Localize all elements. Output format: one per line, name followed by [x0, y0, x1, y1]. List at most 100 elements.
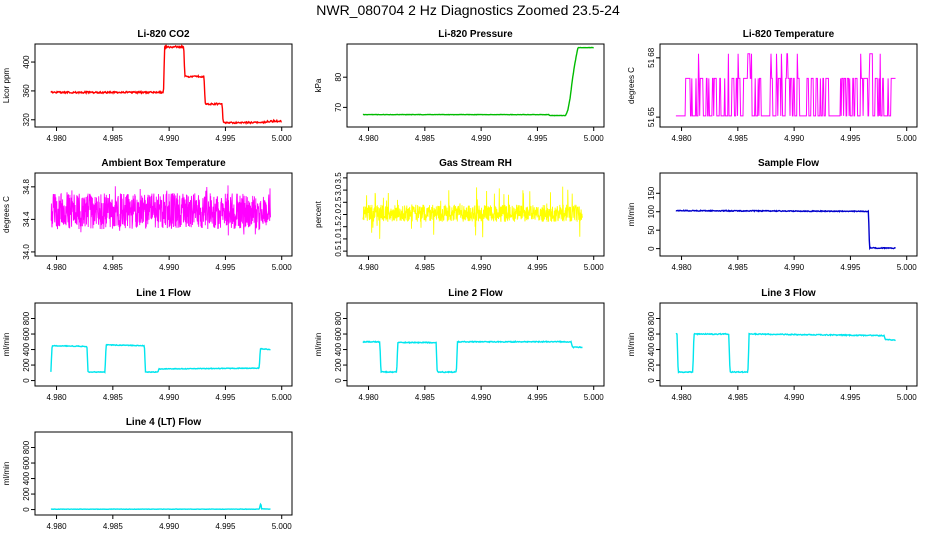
y-tick-label: 0 — [22, 378, 31, 383]
x-tick-label: 4.990 — [159, 393, 180, 402]
x-tick-label: 4.995 — [215, 522, 236, 531]
y-tick-label: 800 — [647, 311, 656, 325]
y-axis-label: ml/min — [2, 333, 11, 357]
series-line — [50, 343, 271, 374]
chart-title: Line 4 (LT) Flow — [126, 417, 202, 428]
series-line — [362, 340, 583, 374]
chart-line1: Line 1 Flow 4.980 4.985 4.990 4.995 5.000 0 200… — [2, 288, 293, 402]
x-tick-label: 4.995 — [840, 134, 861, 143]
chart-pressure: Li-820 Pressure 4.980 4.985 4.990 4.995 5.000… — [314, 29, 605, 143]
x-tick-label: 4.985 — [103, 134, 124, 143]
x-tick-label: 4.980 — [359, 134, 380, 143]
x-tick-label: 4.985 — [728, 263, 749, 272]
y-tick-label: 51 68 — [647, 47, 656, 68]
x-tick-label: 4.980 — [47, 393, 68, 402]
y-tick-label: 600 — [22, 456, 31, 470]
series-line — [675, 53, 896, 117]
x-tick-label: 4.985 — [103, 522, 124, 531]
y-tick-label: 800 — [22, 311, 31, 325]
y-axis-label: Licor ppm — [2, 68, 11, 103]
chart-title: Sample Flow — [758, 158, 819, 169]
y-tick-label: 0.5 — [334, 245, 343, 257]
y-tick-label: 2.5 — [334, 196, 343, 208]
x-tick-label: 5.000 — [272, 522, 293, 531]
y-tick-label: 80 — [334, 72, 343, 81]
series-line — [50, 185, 271, 236]
x-tick-label: 4.990 — [471, 263, 492, 272]
y-tick-label: 200 — [334, 358, 343, 372]
chart-ambient-temp: Ambient Box Temperature 4.980 4.985 4.990 4.… — [2, 158, 293, 272]
y-tick-label: 400 — [22, 55, 31, 69]
y-tick-label: 2.0 — [334, 208, 343, 220]
chart-line3: Line 3 Flow 4.980 4.985 4.990 4.995 5.000 0 200… — [627, 288, 918, 402]
y-tick-label: 3.0 — [334, 184, 343, 196]
y-tick-label: 800 — [22, 440, 31, 454]
chart-line2: Line 2 Flow 4.980 4.985 4.990 4.995 5.000 0 200… — [314, 288, 605, 402]
y-axis-label: degrees C — [2, 196, 11, 233]
series-line — [675, 332, 896, 374]
y-tick-label: 400 — [22, 471, 31, 485]
chart-title: Li-820 Pressure — [438, 29, 513, 40]
x-tick-label: 5.000 — [272, 134, 293, 143]
chart-title: Line 1 Flow — [136, 288, 191, 299]
y-tick-label: 51 65 — [647, 107, 656, 128]
y-tick-label: 34.8 — [22, 179, 31, 195]
y-axis-label: percent — [314, 200, 323, 227]
chart-sample-flow: Sample Flow 4.980 4.985 4.990 4.995 5.000 0 50 1… — [627, 158, 918, 272]
x-tick-label: 4.995 — [215, 134, 236, 143]
y-tick-label: 400 — [334, 342, 343, 356]
x-tick-label: 4.990 — [159, 522, 180, 531]
x-tick-label: 4.985 — [728, 393, 749, 402]
y-tick-label: 0 — [334, 378, 343, 383]
chart-title: Line 2 Flow — [448, 288, 503, 299]
chart-title: Line 3 Flow — [761, 288, 816, 299]
plot-frame — [34, 302, 293, 387]
chart-title: Li-820 Temperature — [743, 29, 835, 40]
series-line — [675, 209, 896, 251]
chart-licor-temp: Li-820 Temperature 4.980 4.985 4.990 4.995 5.… — [627, 29, 918, 143]
y-axis-label: ml/min — [627, 203, 636, 227]
plot-frame — [659, 43, 918, 128]
x-tick-label: 4.990 — [784, 134, 805, 143]
plot-frame — [346, 302, 605, 387]
x-tick-label: 4.980 — [672, 393, 693, 402]
x-tick-label: 5.000 — [897, 263, 918, 272]
plot-frame — [659, 172, 918, 257]
y-tick-label: 320 — [22, 113, 31, 127]
chart-rh: Gas Stream RH 4.980 4.985 4.990 4.995 5.000 0.… — [314, 158, 605, 272]
x-tick-label: 4.985 — [103, 263, 124, 272]
x-tick-label: 5.000 — [584, 393, 605, 402]
y-tick-label: 100 — [647, 205, 656, 219]
y-tick-label: 150 — [647, 186, 656, 200]
x-tick-label: 4.980 — [359, 263, 380, 272]
x-tick-label: 5.000 — [897, 134, 918, 143]
series-line — [50, 502, 271, 511]
y-tick-label: 200 — [22, 487, 31, 501]
x-tick-label: 4.995 — [527, 393, 548, 402]
y-tick-label: 360 — [22, 84, 31, 98]
x-tick-label: 4.990 — [471, 134, 492, 143]
x-tick-label: 5.000 — [272, 263, 293, 272]
x-tick-label: 4.990 — [471, 393, 492, 402]
x-tick-label: 5.000 — [897, 393, 918, 402]
x-tick-label: 4.980 — [47, 522, 68, 531]
chart-title: Li-820 CO2 — [137, 29, 190, 40]
y-tick-label: 34.4 — [22, 211, 31, 227]
y-tick-label: 400 — [647, 342, 656, 356]
series-line — [50, 44, 282, 126]
x-tick-label: 4.980 — [47, 263, 68, 272]
series-line — [362, 186, 583, 239]
chart-line4: Line 4 (LT) Flow 4.980 4.985 4.990 4.995 5.00… — [2, 417, 293, 531]
y-tick-label: 1.5 — [334, 221, 343, 233]
page-title: NWR_080704 2 Hz Diagnostics Zoomed 23.5-… — [316, 2, 620, 18]
x-tick-label: 4.995 — [215, 263, 236, 272]
y-tick-label: 800 — [334, 311, 343, 325]
x-tick-label: 4.990 — [159, 134, 180, 143]
chart-co2: Li-820 CO2 4.980 4.985 4.990 4.995 5.000 320 36… — [2, 29, 293, 143]
x-tick-label: 4.990 — [784, 393, 805, 402]
y-tick-label: 0 — [22, 507, 31, 512]
y-axis-label: kPa — [314, 78, 323, 92]
x-tick-label: 4.990 — [159, 263, 180, 272]
x-tick-label: 4.995 — [840, 393, 861, 402]
